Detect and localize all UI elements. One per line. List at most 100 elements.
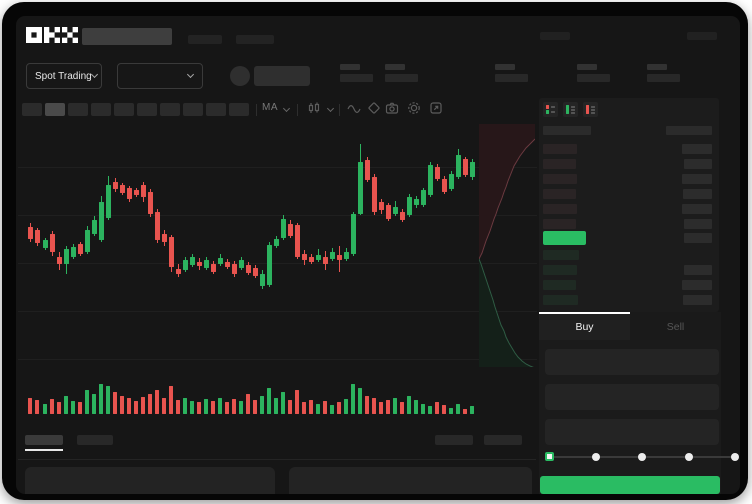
line-wave-icon[interactable] bbox=[347, 101, 361, 115]
buy-submit-button[interactable] bbox=[540, 476, 720, 494]
candle-body bbox=[43, 240, 48, 248]
timeframe-button[interactable] bbox=[137, 103, 157, 116]
pair-dropdown[interactable] bbox=[117, 63, 203, 89]
ticker-stat bbox=[647, 64, 687, 84]
timeframe-button[interactable] bbox=[68, 103, 88, 116]
candle-body bbox=[372, 177, 377, 212]
grid-line bbox=[18, 215, 537, 216]
ask-row-price[interactable] bbox=[543, 159, 576, 169]
volume-bar bbox=[183, 398, 187, 414]
volume-bar bbox=[57, 402, 61, 414]
slider-stop-dot[interactable] bbox=[592, 453, 600, 461]
candle-body bbox=[316, 255, 321, 260]
ma-indicator-button[interactable]: MA bbox=[262, 102, 278, 113]
volume-bar bbox=[351, 384, 355, 414]
candle-body bbox=[106, 185, 111, 218]
candle-body bbox=[190, 257, 195, 265]
book-price-header-skeleton bbox=[543, 126, 591, 135]
candle-body bbox=[407, 197, 412, 215]
camera-icon[interactable] bbox=[385, 101, 399, 115]
candle-body bbox=[309, 257, 314, 262]
bottom-right-action-skeleton[interactable] bbox=[435, 435, 473, 445]
ask-row-amount bbox=[684, 219, 712, 229]
candle-body bbox=[421, 190, 426, 205]
bottom-right-action-skeleton[interactable] bbox=[484, 435, 522, 445]
volume-bar bbox=[267, 388, 271, 414]
candle-body bbox=[78, 244, 83, 254]
price-input[interactable] bbox=[545, 349, 719, 375]
bid-row-price[interactable] bbox=[543, 280, 576, 290]
trade-tabs: Buy Sell bbox=[539, 312, 721, 340]
slider-stop-dot[interactable] bbox=[685, 453, 693, 461]
candle-body bbox=[428, 165, 433, 195]
price-chart[interactable] bbox=[18, 124, 538, 416]
timeframe-button[interactable] bbox=[91, 103, 111, 116]
bottom-panel-skeleton bbox=[289, 467, 532, 494]
depth-chart bbox=[479, 124, 535, 367]
candle-body bbox=[260, 274, 265, 286]
book-asks-icon[interactable] bbox=[583, 102, 598, 117]
ask-row-price[interactable] bbox=[543, 219, 576, 229]
ask-row-amount bbox=[682, 174, 712, 184]
volume-bar bbox=[435, 402, 439, 414]
candle-body bbox=[197, 262, 202, 266]
timeframe-button[interactable] bbox=[45, 103, 65, 116]
amount-input[interactable] bbox=[545, 384, 719, 410]
bid-row-price[interactable] bbox=[543, 295, 578, 305]
volume-bar bbox=[295, 390, 299, 414]
book-both-icon[interactable] bbox=[543, 102, 558, 117]
ask-row-price[interactable] bbox=[543, 144, 577, 154]
timeframe-button[interactable] bbox=[22, 103, 42, 116]
slider-stop-dot[interactable] bbox=[731, 453, 739, 461]
bid-row-price[interactable] bbox=[543, 250, 579, 260]
okx-logo[interactable] bbox=[26, 27, 78, 43]
candle-body bbox=[204, 260, 209, 268]
candle-body bbox=[267, 245, 272, 285]
bottom-tab-skeleton[interactable] bbox=[77, 435, 113, 445]
candle-body bbox=[57, 257, 62, 264]
volume-bar bbox=[64, 396, 68, 414]
candle-body bbox=[358, 162, 363, 214]
slider-handle[interactable] bbox=[545, 452, 554, 461]
ask-row-amount bbox=[683, 189, 712, 199]
last-price-bar[interactable] bbox=[543, 231, 586, 245]
ma-chevron-down-icon[interactable] bbox=[282, 104, 298, 120]
bottom-tab-active-skeleton[interactable] bbox=[25, 435, 63, 445]
volume-bar bbox=[71, 401, 75, 414]
ask-row-price[interactable] bbox=[543, 204, 577, 214]
candle-body bbox=[148, 192, 153, 214]
timeframe-button[interactable] bbox=[229, 103, 249, 116]
volume-bar bbox=[365, 396, 369, 414]
tab-buy[interactable]: Buy bbox=[539, 312, 630, 340]
volume-bar bbox=[148, 394, 152, 414]
volume-bar bbox=[274, 398, 278, 414]
timeframe-button[interactable] bbox=[183, 103, 203, 116]
market-type-label: Spot Trading bbox=[35, 70, 92, 82]
slider-stop-dot[interactable] bbox=[638, 453, 646, 461]
candle-body bbox=[35, 230, 40, 243]
fullscreen-icon[interactable] bbox=[429, 101, 443, 115]
candle-body bbox=[379, 202, 384, 210]
candle-style-icon[interactable] bbox=[307, 101, 321, 115]
ticker-stat bbox=[577, 64, 617, 84]
app-screen: Spot Trading MA bbox=[16, 16, 740, 494]
settings-gear-icon[interactable] bbox=[407, 101, 421, 115]
ask-row-price[interactable] bbox=[543, 189, 576, 199]
volume-bar bbox=[239, 401, 243, 414]
tab-sell[interactable]: Sell bbox=[630, 312, 721, 340]
bid-row-price[interactable] bbox=[543, 265, 577, 275]
volume-bar bbox=[155, 390, 159, 414]
volume-bar bbox=[204, 399, 208, 414]
total-input[interactable] bbox=[545, 419, 719, 445]
volume-bar bbox=[456, 404, 460, 414]
draw-icon[interactable] bbox=[367, 101, 381, 115]
timeframe-button[interactable] bbox=[160, 103, 180, 116]
ask-row-price[interactable] bbox=[543, 174, 577, 184]
book-bids-icon[interactable] bbox=[563, 102, 578, 117]
timeframe-button[interactable] bbox=[114, 103, 134, 116]
bottom-panel-skeleton bbox=[25, 467, 275, 494]
timeframe-button[interactable] bbox=[206, 103, 226, 116]
volume-bar bbox=[225, 402, 229, 414]
market-type-dropdown[interactable]: Spot Trading bbox=[26, 63, 102, 89]
